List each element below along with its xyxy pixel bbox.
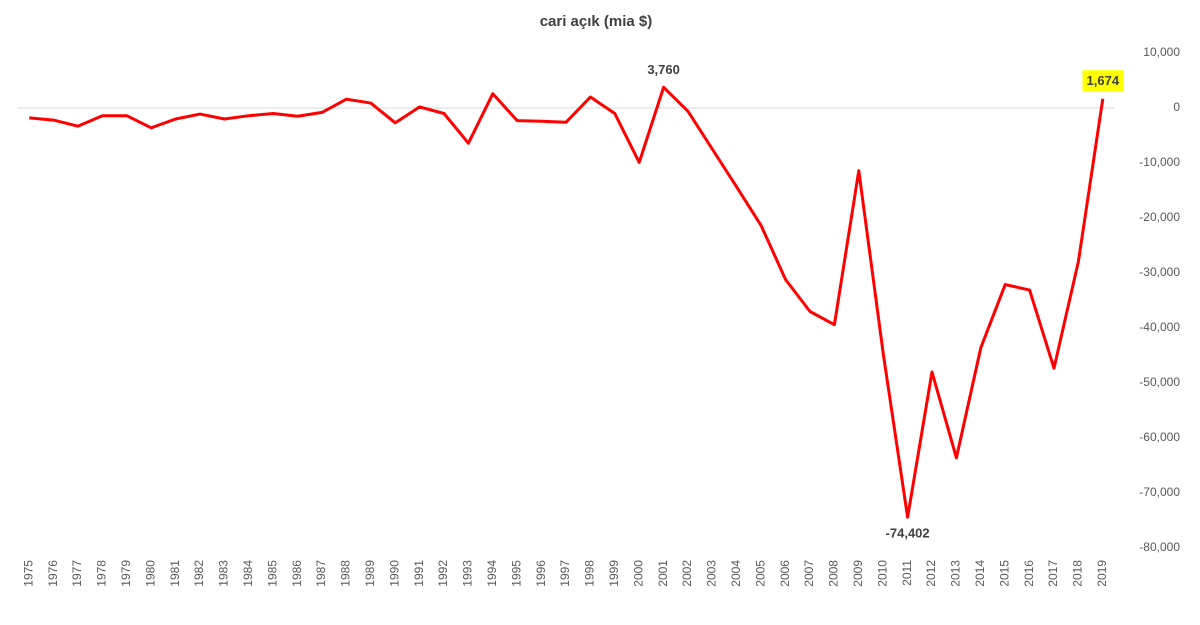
x-tick-label: 2015 xyxy=(997,560,1011,587)
x-tick-label: 2011 xyxy=(900,560,914,586)
x-tick-label: 1982 xyxy=(192,560,206,587)
x-tick-label: 2010 xyxy=(875,560,889,587)
y-tick-label: -60,000 xyxy=(1139,430,1180,444)
y-tick-label: -50,000 xyxy=(1139,375,1180,389)
x-tick-label: 2003 xyxy=(705,560,719,587)
x-tick-label: 2014 xyxy=(973,560,987,587)
y-tick-label: -80,000 xyxy=(1139,540,1180,554)
x-tick-label: 2018 xyxy=(1071,560,1085,587)
x-tick-label: 2016 xyxy=(1022,560,1036,587)
x-tick-label: 2009 xyxy=(851,560,865,587)
x-tick-label: 1999 xyxy=(607,560,621,587)
y-tick-label: 0 xyxy=(1173,100,1180,114)
x-tick-label: 2013 xyxy=(949,560,963,587)
x-tick-label: 2017 xyxy=(1046,560,1060,587)
chart-title: cari açık (mia $) xyxy=(540,13,653,30)
x-tick-label: 1987 xyxy=(314,560,328,587)
x-tick-label: 1997 xyxy=(558,560,572,587)
x-tick-label: 1975 xyxy=(21,560,35,587)
x-tick-label: 1995 xyxy=(509,560,523,587)
x-tick-label: 1998 xyxy=(583,560,597,587)
x-tick-label: 1988 xyxy=(339,560,353,587)
x-tick-label: 1983 xyxy=(217,560,231,587)
value-label: -74,402 xyxy=(886,526,930,541)
x-tick-label: 1993 xyxy=(461,560,475,587)
x-tick-label: 1980 xyxy=(143,560,157,587)
x-tick-label: 1978 xyxy=(95,560,109,587)
value-label: 1,674 xyxy=(1087,73,1120,88)
x-tick-label: 2012 xyxy=(924,560,938,587)
x-tick-label: 2002 xyxy=(680,560,694,587)
value-label: 3,760 xyxy=(647,62,680,77)
x-tick-label: 1990 xyxy=(387,560,401,587)
y-tick-label: -40,000 xyxy=(1139,320,1180,334)
y-tick-label: 10,000 xyxy=(1143,45,1180,59)
x-tick-label: 1992 xyxy=(436,560,450,587)
x-tick-label: 1985 xyxy=(265,560,279,587)
x-tick-label: 1977 xyxy=(70,560,84,587)
x-tick-label: 1981 xyxy=(168,560,182,587)
x-tick-label: 2001 xyxy=(656,560,670,587)
value-label-highlight xyxy=(1082,70,1124,92)
x-tick-label: 2007 xyxy=(802,560,816,587)
series-line xyxy=(29,85,1105,519)
x-tick-label: 1979 xyxy=(119,560,133,587)
y-tick-label: -20,000 xyxy=(1139,210,1180,224)
x-tick-label: 1984 xyxy=(241,560,255,587)
x-tick-label: 1996 xyxy=(534,560,548,587)
x-tick-label: 2008 xyxy=(827,560,841,587)
x-tick-label: 1994 xyxy=(485,560,499,587)
x-tick-label: 2000 xyxy=(631,560,645,587)
x-tick-label: 2019 xyxy=(1095,560,1109,587)
value-label-group: 1,674 xyxy=(1082,70,1124,92)
x-tick-label: 2004 xyxy=(729,560,743,587)
x-tick-label: 2006 xyxy=(778,560,792,587)
x-tick-label: 1991 xyxy=(412,560,426,587)
x-tick-label: 1986 xyxy=(290,560,304,587)
x-tick-label: 1989 xyxy=(363,560,377,587)
y-tick-label: -30,000 xyxy=(1139,265,1180,279)
x-tick-label: 2005 xyxy=(753,560,767,587)
value-label-group: -74,402 xyxy=(886,526,930,541)
y-tick-label: -10,000 xyxy=(1139,155,1180,169)
x-tick-label: 1976 xyxy=(46,560,60,587)
value-label-group: 3,760 xyxy=(647,62,680,77)
y-tick-label: -70,000 xyxy=(1139,485,1180,499)
